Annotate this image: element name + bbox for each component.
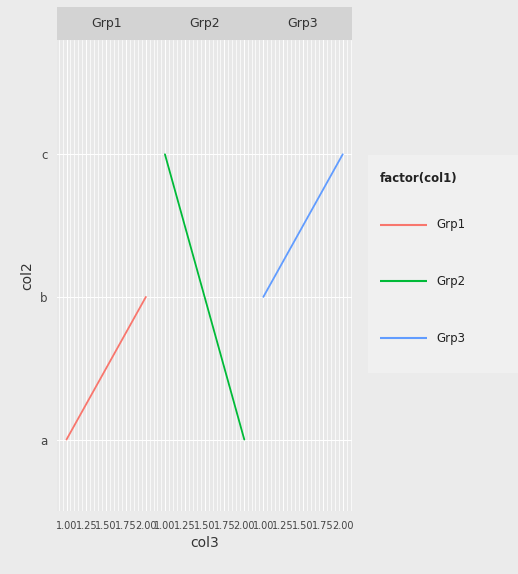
Y-axis label: col2: col2 (20, 261, 34, 290)
Text: Grp2: Grp2 (436, 275, 465, 288)
Text: Grp3: Grp3 (436, 332, 465, 345)
Text: factor(col1): factor(col1) (380, 172, 458, 185)
X-axis label: col3: col3 (190, 536, 219, 550)
Text: Grp1: Grp1 (436, 218, 465, 231)
